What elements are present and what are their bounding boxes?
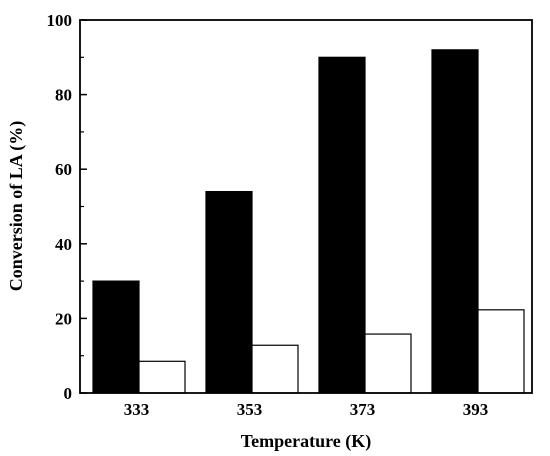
y-axis-ticks: 0 20 40 60 80 100 <box>47 11 87 403</box>
x-tick-label: 373 <box>350 400 376 419</box>
y-tick-label: 20 <box>55 309 72 328</box>
bar-353-series-1 <box>205 190 253 394</box>
bar-353-series-2 <box>251 344 299 394</box>
x-axis-ticks: 333 353 373 393 <box>124 387 489 419</box>
y-tick-label: 40 <box>55 235 72 254</box>
bar-333-series-1 <box>92 280 140 394</box>
y-tick-label: 100 <box>47 11 73 30</box>
bar-333-series-2 <box>138 360 186 394</box>
x-tick-label: 333 <box>124 400 150 419</box>
bar-393-series-1 <box>431 49 479 394</box>
y-tick-label: 60 <box>55 160 72 179</box>
y-tick-label: 0 <box>64 384 73 403</box>
bar-373-series-1 <box>318 56 366 394</box>
bar-373-series-2 <box>364 333 412 394</box>
y-tick-label: 80 <box>55 86 72 105</box>
x-tick-label: 353 <box>237 400 263 419</box>
x-tick-label: 393 <box>463 400 489 419</box>
x-axis-title: Temperature (K) <box>241 431 371 452</box>
y-axis-title: Conversion of LA (%) <box>6 121 27 292</box>
bars-group <box>92 49 525 394</box>
bar-393-series-2 <box>477 309 525 394</box>
